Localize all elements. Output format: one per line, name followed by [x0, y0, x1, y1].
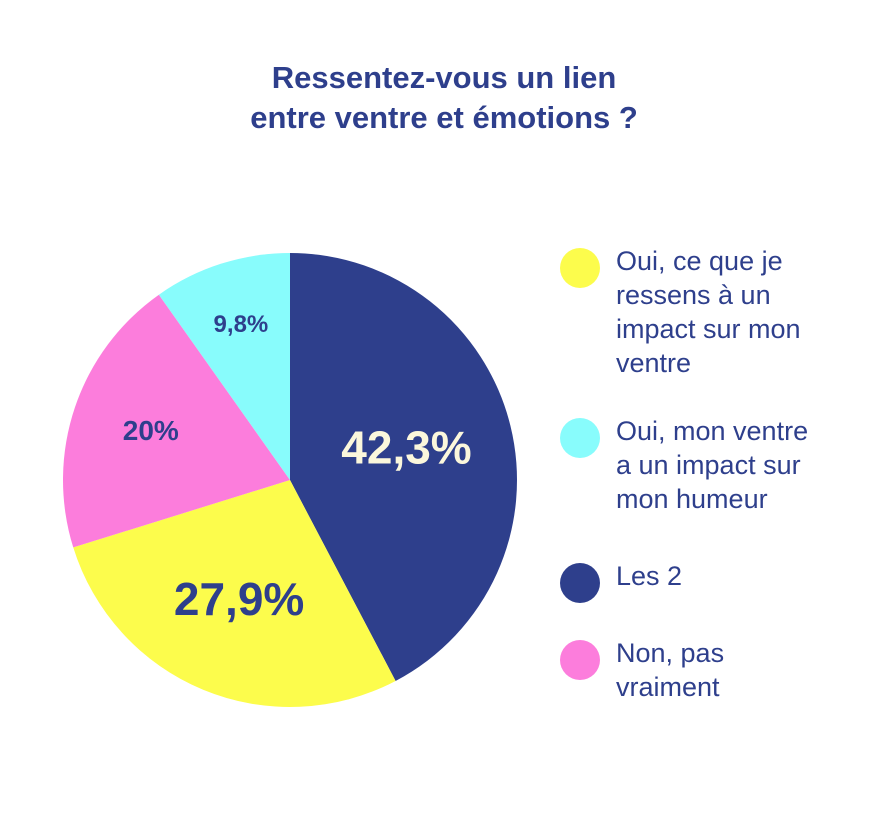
legend-swatch	[560, 418, 600, 458]
pie-slice	[73, 480, 396, 707]
data-label: 20%	[123, 415, 179, 446]
legend-swatch	[560, 640, 600, 680]
legend-label: Les 2	[616, 561, 683, 591]
legend-swatch	[560, 563, 600, 603]
data-label: 9,8%	[214, 311, 269, 338]
data-label: 42,3%	[341, 421, 471, 473]
legend-label: Non, pas vraiment	[616, 638, 725, 702]
legend-label: Oui, mon ventre a un impact sur mon hume…	[616, 416, 809, 514]
legend-swatch	[560, 248, 600, 288]
pie-slice	[62, 294, 290, 548]
legend-label: Oui, ce que je ressens à un impact sur m…	[616, 246, 801, 378]
pie-slice	[158, 253, 290, 480]
chart-title: Ressentez-vous un lien entre ventre et é…	[250, 60, 638, 135]
pie-slice	[290, 253, 517, 681]
data-label: 27,9%	[174, 573, 304, 625]
